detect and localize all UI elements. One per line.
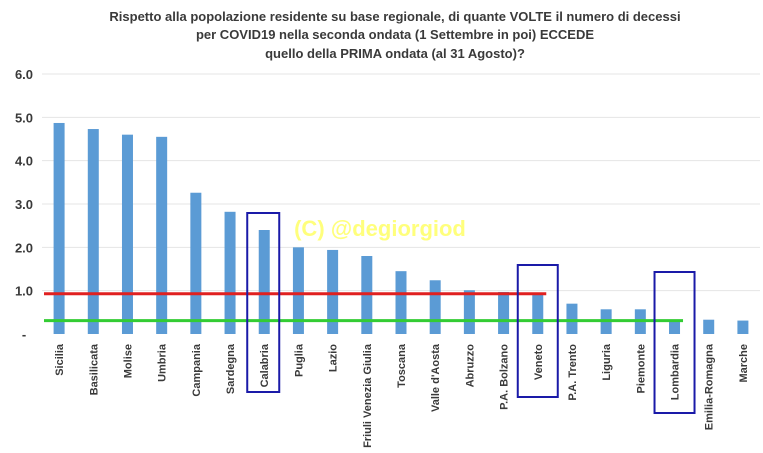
x-tick-label: Molise: [122, 344, 134, 378]
x-tick-label: P.A. Trento: [567, 344, 579, 401]
bar: [156, 136, 168, 334]
bar: [532, 294, 544, 334]
bar: [53, 122, 65, 334]
y-tick-label: 5.0: [15, 110, 33, 125]
x-tick-label: Emilia-Romagna: [704, 343, 716, 430]
y-tick-label: 4.0: [15, 154, 33, 169]
bar: [190, 192, 202, 334]
x-tick-label: Calabria: [259, 343, 271, 387]
title-line-2: per COVID19 nella seconda ondata (1 Sett…: [196, 27, 594, 42]
reference-lines: [44, 292, 684, 323]
y-tick-label: 6.0: [15, 67, 33, 82]
highlight-box: [653, 271, 696, 414]
y-tick-label: 1.0: [15, 284, 33, 299]
chart-title: Rispetto alla popolazione residente su b…: [109, 9, 680, 61]
bar: [703, 319, 715, 334]
bar: [669, 319, 681, 334]
x-tick-label: Campania: [191, 343, 203, 396]
bar: [429, 280, 441, 334]
bar: [327, 249, 339, 334]
x-tick-label: Sicilia: [54, 343, 66, 376]
x-tick-label: P.A. Bolzano: [499, 344, 511, 410]
bar: [737, 320, 749, 334]
highlight-box: [516, 264, 559, 398]
y-tick-label: -: [22, 327, 26, 342]
x-tick-label: Basilicata: [88, 343, 100, 395]
bar: [292, 247, 304, 334]
x-tick-label: Liguria: [601, 343, 613, 381]
x-tick-label: Veneto: [533, 344, 545, 380]
x-tick-label: Friuli Venezia Giulia: [362, 343, 374, 448]
x-tick-label: Piemonte: [635, 344, 647, 394]
title-line-1: Rispetto alla popolazione residente su b…: [109, 9, 680, 24]
y-axis-ticks: - 1.0 2.0 3.0 4.0 5.0 6.0: [15, 67, 33, 342]
bar: [395, 271, 407, 334]
y-tick-label: 3.0: [15, 197, 33, 212]
x-tick-label: Toscana: [396, 343, 408, 388]
bars: [53, 122, 749, 334]
watermark: (C) @degiorgiod: [294, 216, 466, 241]
x-tick-label: Lazio: [328, 344, 340, 372]
bar: [87, 129, 99, 334]
bar: [498, 291, 510, 334]
x-tick-label: Umbria: [157, 343, 169, 382]
x-tick-label: Valle d'Aosta: [430, 343, 442, 412]
x-tick-label: Abruzzo: [464, 344, 476, 388]
x-tick-label: Sardegna: [225, 343, 237, 394]
highlight-box: [246, 212, 281, 393]
x-tick-label: Lombardia: [670, 343, 682, 400]
bar: [258, 230, 270, 334]
x-axis-ticks: Sicilia Basilicata Molise Umbria Campania Sar…: [54, 343, 750, 448]
gridlines: [42, 73, 760, 292]
highlight-boxes: [246, 212, 696, 414]
bar: [463, 290, 475, 334]
y-tick-label: 2.0: [15, 240, 33, 255]
x-tick-label: Marche: [738, 344, 750, 383]
x-tick-label: Puglia: [293, 343, 305, 377]
bar: [121, 134, 133, 334]
title-line-3: quello della PRIMA ondata (al 31 Agosto)…: [265, 46, 525, 61]
bar: [224, 211, 236, 334]
bar: [566, 303, 578, 334]
